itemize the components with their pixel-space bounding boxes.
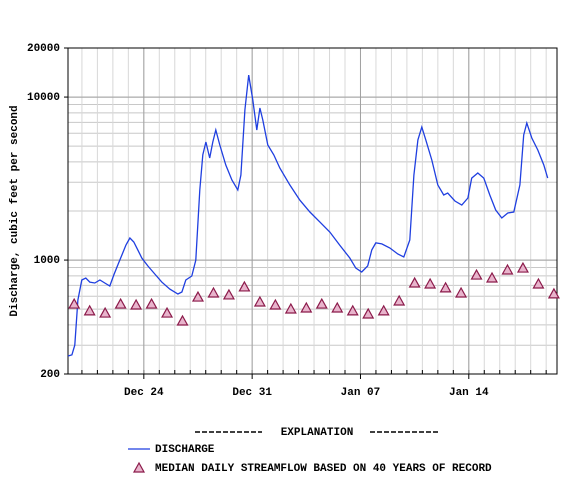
median-marker <box>362 307 375 319</box>
median-marker <box>284 302 297 314</box>
legend-label: MEDIAN DAILY STREAMFLOW BASED ON 40 YEAR… <box>155 463 492 475</box>
median-marker <box>393 294 406 306</box>
median-marker <box>331 301 344 313</box>
discharge-line <box>67 74 549 357</box>
median-marker <box>532 277 545 289</box>
median-marker <box>207 286 220 298</box>
median-marker <box>269 298 282 310</box>
legend-title: EXPLANATION <box>281 427 354 439</box>
median-marker <box>516 261 529 273</box>
median-marker <box>346 304 359 316</box>
median-marker <box>238 280 251 292</box>
plot-frame <box>67 47 558 375</box>
median-marker <box>114 297 127 309</box>
median-marker <box>99 306 112 318</box>
x-tick-label: Jan 14 <box>449 387 489 399</box>
median-marker <box>455 286 468 298</box>
median-marker <box>300 301 313 313</box>
median-marker <box>501 263 514 275</box>
median-marker <box>253 295 266 307</box>
median-marker <box>68 297 81 309</box>
median-marker <box>130 298 143 310</box>
x-tick-label: Dec 24 <box>124 387 164 399</box>
median-marker <box>145 297 158 309</box>
legend-label: DISCHARGE <box>155 444 215 456</box>
x-tick-label: Jan 07 <box>341 387 381 399</box>
legend-swatch <box>132 461 146 473</box>
x-tick-label: Dec 31 <box>232 387 272 399</box>
y-tick-label: 20000 <box>27 43 60 55</box>
median-marker <box>470 268 483 280</box>
median-marker <box>408 276 421 288</box>
median-marker <box>222 288 235 300</box>
median-marker <box>439 281 452 293</box>
y-axis-label: Discharge, cubic feet per second <box>9 105 21 316</box>
y-tick-label: 10000 <box>27 92 60 104</box>
y-tick-label: 200 <box>40 369 60 381</box>
median-marker <box>161 306 174 318</box>
median-marker <box>83 304 96 316</box>
median-marker <box>191 290 205 302</box>
median-marker <box>377 304 390 316</box>
median-marker <box>424 277 437 289</box>
median-marker <box>315 297 328 309</box>
y-tick-label: 1000 <box>34 255 60 267</box>
median-marker <box>547 287 560 299</box>
median-marker <box>176 314 189 326</box>
median-marker <box>485 271 499 283</box>
